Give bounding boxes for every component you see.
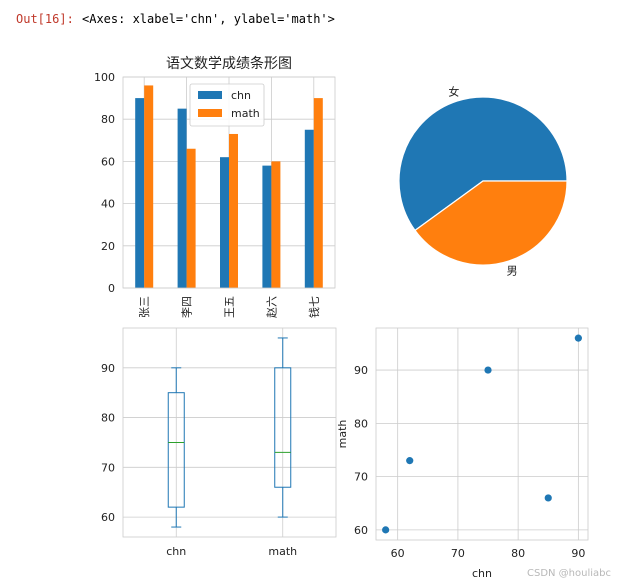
scatter-point xyxy=(406,457,414,465)
box-y-tick: 90 xyxy=(101,362,115,375)
bar-x-tick: 张三 xyxy=(138,296,151,318)
watermark: CSDN @houliabc xyxy=(526,568,611,579)
scatter-ylabel: math xyxy=(336,420,349,449)
scatter-y-tick: 80 xyxy=(354,417,368,430)
legend-swatch-math xyxy=(198,109,222,117)
scatter-x-tick: 90 xyxy=(571,547,585,560)
pie-label: 女 xyxy=(448,85,459,99)
bar-y-tick: 20 xyxy=(101,240,115,253)
bar-math xyxy=(144,85,154,288)
bar-math xyxy=(271,161,281,288)
scatter-plot: 60 70 80 90 60 70 80 90 chn math xyxy=(336,327,589,580)
scatter-x-tick: 70 xyxy=(451,547,465,560)
pie-chart: 女男 xyxy=(398,85,568,277)
box-iqr xyxy=(274,367,292,488)
pie-slice xyxy=(398,96,568,232)
scatter-frame xyxy=(375,327,589,541)
scatter-point xyxy=(574,334,582,342)
bar-y-tick: 60 xyxy=(101,155,115,168)
bar-chn xyxy=(220,157,229,288)
legend-swatch-chn xyxy=(198,91,222,99)
bar-chn xyxy=(135,98,145,288)
bar-y-tick: 80 xyxy=(101,113,115,126)
bar-chn xyxy=(177,108,187,289)
scatter-point xyxy=(382,526,390,534)
bar-x-tick: 钱七 xyxy=(307,296,321,318)
scatter-xlabel: chn xyxy=(472,567,492,580)
box-x-tick: chn xyxy=(166,545,186,558)
bar-frame xyxy=(122,76,336,289)
box-x-tick: math xyxy=(268,545,297,558)
bar-chn xyxy=(304,129,314,288)
bar-chn xyxy=(262,165,272,288)
box-y-tick: 60 xyxy=(101,511,115,524)
box-frame xyxy=(122,327,337,538)
output-prompt: Out[16]: xyxy=(16,12,74,26)
bar-title: 语文数学成绩条形图 xyxy=(166,55,292,72)
pie-label: 男 xyxy=(507,264,518,277)
output-text: <Axes: xlabel='chn', ylabel='math'> xyxy=(82,12,335,26)
bar-math xyxy=(229,133,238,288)
box-iqr xyxy=(167,392,185,508)
pie-slice xyxy=(414,180,568,266)
bar-x-tick: 李四 xyxy=(180,296,194,318)
scatter-y-tick: 60 xyxy=(354,524,368,537)
scatter-point xyxy=(484,366,492,374)
scatter-x-tick: 60 xyxy=(391,547,405,560)
bar-x-tick: 王五 xyxy=(223,296,236,318)
scatter-y-tick: 90 xyxy=(354,364,368,377)
bar-math xyxy=(186,148,196,288)
bar-chart: 0 20 40 60 80 100 张三 李四 王五 赵六 钱七 语文数学成绩条形图 chn math xyxy=(94,55,336,318)
legend-label-math: math xyxy=(231,107,260,120)
bar-math xyxy=(313,98,323,288)
bar-y-tick: 40 xyxy=(101,198,115,211)
box-plot: 60 70 80 90 chn math xyxy=(101,327,337,558)
bar-x-tick: 赵六 xyxy=(264,296,278,318)
legend-label-chn: chn xyxy=(231,89,251,102)
bar-y-tick: 0 xyxy=(108,282,115,295)
box-y-tick: 80 xyxy=(101,412,115,425)
box-y-tick: 70 xyxy=(101,461,115,474)
scatter-y-tick: 70 xyxy=(354,471,368,484)
scatter-point xyxy=(544,494,552,502)
bar-y-tick: 100 xyxy=(94,71,115,84)
scatter-x-tick: 80 xyxy=(511,547,525,560)
